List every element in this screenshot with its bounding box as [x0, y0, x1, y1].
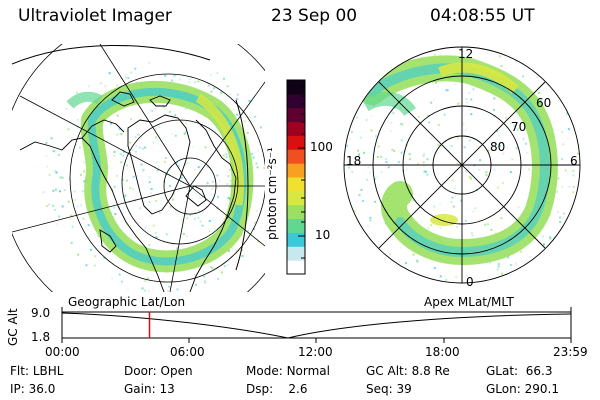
altitude-curve	[61, 312, 572, 339]
altitude-tick-high: 9.0	[31, 306, 51, 320]
colorbar-swatch	[287, 246, 305, 261]
altitude-tick-low: 1.8	[31, 330, 51, 344]
mlat-label-80: 80	[490, 140, 506, 154]
colorbar-swatch	[287, 163, 305, 178]
time-tick-0600: 06:00	[170, 345, 205, 359]
colorbar-unit-label: photon cm⁻²s⁻¹	[265, 147, 279, 240]
info-ip: IP: 36.0	[10, 382, 56, 396]
colorbar-swatch	[287, 204, 305, 220]
date-label: 23 Sep 00	[271, 6, 358, 26]
time-tick-2359: 23:59	[553, 345, 588, 359]
geographic-panel	[12, 44, 265, 292]
colorbar-swatch	[287, 232, 305, 247]
info-gc-alt: GC Alt: 8.8 Re	[366, 364, 450, 378]
right-panel-label: Apex MLat/MLT	[424, 295, 514, 309]
polar-grid	[343, 46, 581, 284]
colorbar-swatch	[287, 135, 305, 150]
colorbar-swatch	[287, 149, 305, 164]
colorbar-gradient	[287, 80, 305, 275]
colorbar-tick-label-100: 100	[310, 140, 333, 154]
mlt-label-0: 0	[466, 275, 474, 289]
left-panel-label: Geographic Lat/Lon	[68, 295, 186, 309]
info-glat: GLat: 66.3	[486, 364, 553, 378]
colorbar-swatch	[287, 177, 305, 192]
info-door: Door: Open	[124, 364, 193, 378]
mlt-label-6: 6	[570, 154, 578, 168]
time-label: 04:08:55 UT	[430, 6, 535, 26]
polar-panel	[343, 46, 581, 284]
altitude-strip	[61, 307, 572, 343]
time-tick-0000: 00:00	[45, 345, 80, 359]
page-title: Ultraviolet Imager	[18, 6, 172, 26]
mlat-label-60: 60	[536, 96, 552, 110]
colorbar-swatch	[287, 80, 305, 95]
geo-grid	[12, 44, 265, 292]
mlt-label-12: 12	[458, 47, 474, 61]
info-dsp: Dsp: 2.6	[246, 382, 308, 396]
mlat-label-70: 70	[511, 120, 527, 134]
colorbar-swatch	[287, 218, 305, 233]
altitude-axis-label: GC Alt	[6, 308, 20, 346]
info-glon: GLon: 290.1	[486, 382, 559, 396]
colorbar-swatch	[287, 260, 305, 275]
info-mode: Mode: Normal	[246, 364, 330, 378]
info-seq: Seq: 39	[366, 382, 412, 396]
colorbar-swatch	[287, 121, 305, 136]
time-tick-1200: 12:00	[298, 345, 333, 359]
colorbar	[286, 79, 306, 275]
mlt-label-18: 18	[346, 154, 362, 168]
colorbar-swatch	[287, 190, 305, 206]
coastlines	[19, 91, 237, 292]
info-filter: Flt: LBHL	[10, 364, 64, 378]
colorbar-swatch	[287, 93, 305, 109]
colorbar-swatch	[287, 107, 305, 123]
info-gain: Gain: 13	[124, 382, 175, 396]
time-tick-1800: 18:00	[425, 345, 460, 359]
colorbar-tick-label-10: 10	[315, 228, 331, 242]
